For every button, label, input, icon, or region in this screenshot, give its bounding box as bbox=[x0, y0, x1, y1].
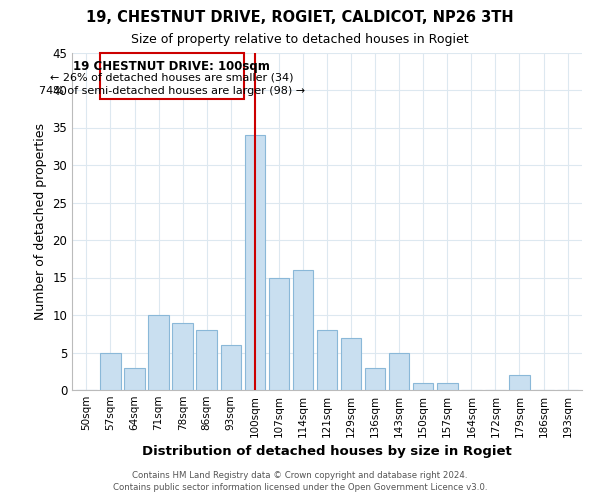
FancyBboxPatch shape bbox=[100, 52, 244, 99]
Bar bbox=[100, 352, 121, 390]
Bar bbox=[437, 382, 458, 390]
Bar bbox=[341, 338, 361, 390]
Bar bbox=[413, 382, 433, 390]
Bar bbox=[293, 270, 313, 390]
X-axis label: Distribution of detached houses by size in Rogiet: Distribution of detached houses by size … bbox=[142, 446, 512, 458]
Bar bbox=[221, 345, 241, 390]
Bar bbox=[245, 135, 265, 390]
Bar bbox=[196, 330, 217, 390]
Bar bbox=[172, 322, 193, 390]
Bar bbox=[124, 368, 145, 390]
Bar bbox=[389, 352, 409, 390]
Text: 19, CHESTNUT DRIVE, ROGIET, CALDICOT, NP26 3TH: 19, CHESTNUT DRIVE, ROGIET, CALDICOT, NP… bbox=[86, 10, 514, 25]
Text: ← 26% of detached houses are smaller (34): ← 26% of detached houses are smaller (34… bbox=[50, 72, 293, 83]
Bar bbox=[365, 368, 385, 390]
Text: Size of property relative to detached houses in Rogiet: Size of property relative to detached ho… bbox=[131, 32, 469, 46]
Text: Contains HM Land Registry data © Crown copyright and database right 2024.
Contai: Contains HM Land Registry data © Crown c… bbox=[113, 471, 487, 492]
Text: 74% of semi-detached houses are larger (98) →: 74% of semi-detached houses are larger (… bbox=[39, 86, 305, 96]
Bar bbox=[148, 315, 169, 390]
Text: 19 CHESTNUT DRIVE: 100sqm: 19 CHESTNUT DRIVE: 100sqm bbox=[73, 60, 270, 73]
Bar bbox=[269, 278, 289, 390]
Bar bbox=[317, 330, 337, 390]
Bar bbox=[509, 375, 530, 390]
Y-axis label: Number of detached properties: Number of detached properties bbox=[34, 122, 47, 320]
